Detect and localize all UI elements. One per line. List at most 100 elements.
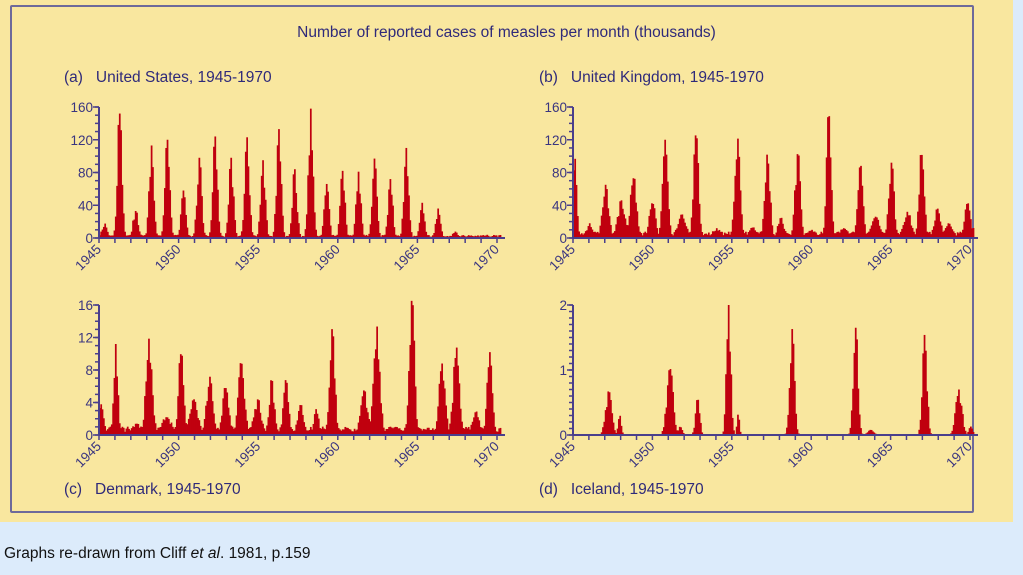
bar (113, 230, 116, 238)
bar (930, 234, 933, 238)
bar (928, 428, 931, 435)
bar (337, 224, 340, 238)
bar (275, 423, 278, 435)
bar (749, 230, 751, 238)
bar (692, 199, 694, 238)
bar (870, 225, 873, 238)
bar (707, 232, 710, 238)
bar (144, 235, 146, 238)
bar (750, 228, 753, 238)
bar (482, 235, 485, 238)
bar (380, 403, 382, 435)
bar (725, 233, 727, 238)
bar (917, 211, 919, 238)
bar (722, 431, 725, 435)
bar (420, 210, 422, 238)
x-tick-label: 1955 (705, 242, 737, 274)
bar (807, 232, 809, 238)
figure-title: Number of reported cases of measles per … (297, 24, 716, 41)
bar (141, 235, 144, 238)
bar (384, 430, 386, 435)
bar (335, 394, 337, 435)
x-tick-label: 1950 (152, 439, 184, 471)
bar (791, 230, 794, 238)
bar (348, 235, 351, 238)
bar (606, 189, 608, 238)
bar (418, 428, 421, 435)
bar (854, 327, 857, 435)
bar (255, 409, 258, 435)
y-tick-label: 0 (559, 231, 567, 246)
bar (406, 176, 409, 238)
bar (425, 231, 428, 238)
bar (412, 305, 414, 435)
figure-frame (10, 5, 974, 513)
bar (132, 220, 134, 238)
bar (582, 234, 584, 238)
bar (676, 430, 678, 435)
bar (574, 158, 577, 238)
bar (726, 234, 729, 238)
bar (178, 229, 181, 238)
bar (366, 412, 369, 435)
bar (270, 380, 272, 435)
bar (475, 411, 478, 435)
bar (360, 203, 363, 238)
bar (857, 190, 860, 238)
bar (152, 395, 154, 435)
figure-caption: Graphs re-drawn from Cliff et al. 1981, … (4, 545, 310, 563)
bar (833, 233, 836, 238)
bar (272, 231, 275, 238)
bar (136, 423, 138, 435)
y-tick-label: 40 (552, 198, 567, 213)
bar (142, 419, 145, 435)
bar (841, 229, 844, 238)
bar (164, 420, 166, 435)
bar (840, 229, 843, 238)
bar (369, 224, 372, 238)
x-tick-label: 1960 (784, 242, 816, 274)
bar (739, 431, 742, 435)
x-tick-label: 1960 (311, 439, 343, 471)
bar (130, 428, 133, 435)
bar (438, 383, 441, 435)
panel-c-title: Denmark, 1945-1970 (95, 481, 241, 498)
bar (129, 430, 132, 435)
bar (112, 403, 114, 435)
bar (665, 154, 668, 238)
bar (449, 235, 451, 238)
bar (280, 424, 283, 435)
bar (441, 231, 444, 238)
bar (762, 218, 764, 238)
bar (651, 203, 653, 238)
bar (254, 409, 256, 435)
bar (461, 421, 463, 435)
bar (633, 178, 636, 238)
bar (680, 427, 682, 435)
bar (709, 235, 712, 238)
bar (803, 234, 805, 238)
bar (126, 235, 129, 238)
bar (274, 213, 276, 238)
bar (339, 429, 341, 435)
bar (967, 431, 970, 435)
bar (792, 343, 795, 435)
bar (374, 168, 377, 238)
bar (915, 228, 918, 238)
bar (117, 124, 120, 238)
bar (923, 334, 926, 435)
bar (252, 235, 255, 238)
bar (588, 223, 591, 238)
bar (308, 430, 311, 435)
bar (217, 189, 219, 238)
bar (218, 429, 221, 435)
bar (729, 234, 731, 238)
bar (726, 339, 729, 435)
bar (668, 209, 670, 238)
bar (377, 221, 380, 238)
bar (743, 233, 746, 238)
bar (195, 410, 198, 435)
bar (697, 163, 700, 238)
bar (248, 427, 251, 435)
bar (244, 409, 247, 435)
